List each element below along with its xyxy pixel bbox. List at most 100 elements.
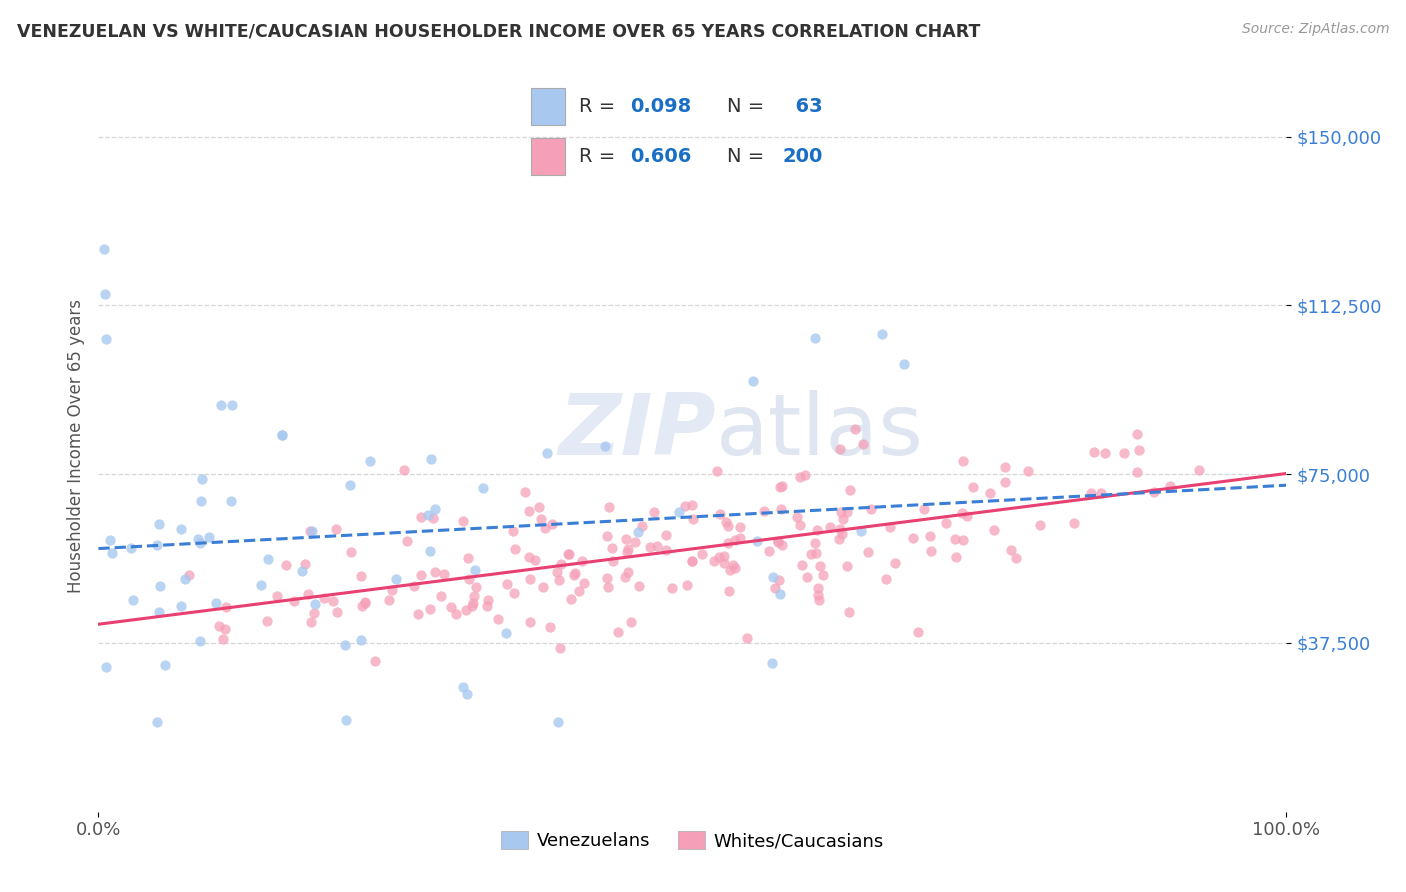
Point (884, 556, 907, 570)
Point (945, 549, 967, 564)
Point (381, 583, 404, 598)
Point (655, 543, 678, 558)
Legend: Venezuelans, Whites/Caucasians: Venezuelans, Whites/Caucasians (494, 823, 891, 857)
Point (94, 332, 117, 346)
Point (769, 502, 792, 516)
Point (789, 518, 811, 533)
Point (799, 548, 821, 562)
Point (1143, 484, 1166, 499)
Point (250, 578, 273, 592)
Point (423, 502, 446, 516)
Point (623, 534, 645, 549)
Point (517, 549, 540, 564)
Point (838, 483, 860, 498)
Point (304, 606, 326, 620)
Point (943, 532, 966, 546)
Point (205, 596, 228, 610)
Point (299, 615, 322, 630)
Point (690, 548, 713, 562)
Point (754, 504, 776, 518)
Point (631, 518, 654, 533)
Point (429, 589, 451, 603)
Point (93, 242, 115, 256)
Point (425, 565, 447, 579)
Point (335, 713, 357, 727)
Point (169, 522, 191, 536)
Point (858, 545, 880, 559)
Point (993, 460, 1015, 475)
Point (813, 568, 835, 582)
Point (546, 565, 568, 579)
Point (796, 570, 818, 584)
Point (638, 540, 661, 554)
Point (174, 572, 197, 586)
Point (188, 634, 211, 648)
Point (668, 505, 690, 519)
Point (527, 500, 550, 515)
Point (593, 439, 616, 453)
Point (409, 568, 432, 582)
Point (312, 591, 335, 606)
Point (830, 504, 852, 518)
Point (596, 529, 619, 543)
Text: N =: N = (727, 146, 763, 166)
Point (724, 533, 747, 547)
Point (364, 654, 387, 668)
Point (1188, 462, 1211, 476)
Point (994, 475, 1017, 490)
Point (1159, 479, 1181, 493)
Point (463, 589, 485, 603)
Point (983, 523, 1005, 537)
Point (673, 499, 696, 513)
Point (208, 619, 231, 633)
Point (807, 581, 830, 595)
Point (560, 592, 582, 607)
Point (952, 454, 974, 468)
Point (256, 614, 278, 628)
Point (541, 516, 564, 531)
Point (359, 454, 381, 468)
Point (454, 603, 477, 617)
Point (893, 357, 915, 371)
Point (806, 546, 828, 560)
Point (186, 532, 208, 546)
Point (1000, 543, 1022, 558)
Point (681, 554, 703, 568)
Point (962, 480, 984, 494)
Point (451, 514, 474, 528)
Point (395, 533, 418, 548)
Point (628, 579, 651, 593)
Point (538, 620, 561, 634)
Point (148, 516, 170, 531)
Point (645, 539, 668, 553)
Point (598, 500, 620, 515)
Point (709, 507, 731, 521)
Point (956, 509, 979, 524)
Point (444, 607, 467, 622)
Point (456, 687, 478, 701)
Point (600, 541, 623, 555)
Point (419, 602, 441, 616)
Point (950, 506, 973, 520)
Point (198, 530, 221, 544)
Point (804, 536, 827, 550)
Point (572, 576, 595, 591)
Point (1083, 445, 1105, 459)
Text: 0.606: 0.606 (630, 146, 692, 166)
Point (935, 516, 957, 530)
Point (571, 554, 593, 568)
Point (1017, 464, 1039, 478)
Point (768, 479, 790, 493)
Point (502, 524, 524, 538)
Point (353, 595, 375, 609)
Point (548, 640, 571, 655)
Point (121, 593, 143, 607)
Point (728, 531, 751, 545)
Point (534, 521, 557, 535)
Point (350, 568, 373, 582)
Point (495, 577, 517, 591)
Point (94, 659, 117, 673)
Point (433, 567, 456, 582)
Point (808, 558, 831, 573)
Text: 63: 63 (782, 97, 823, 117)
